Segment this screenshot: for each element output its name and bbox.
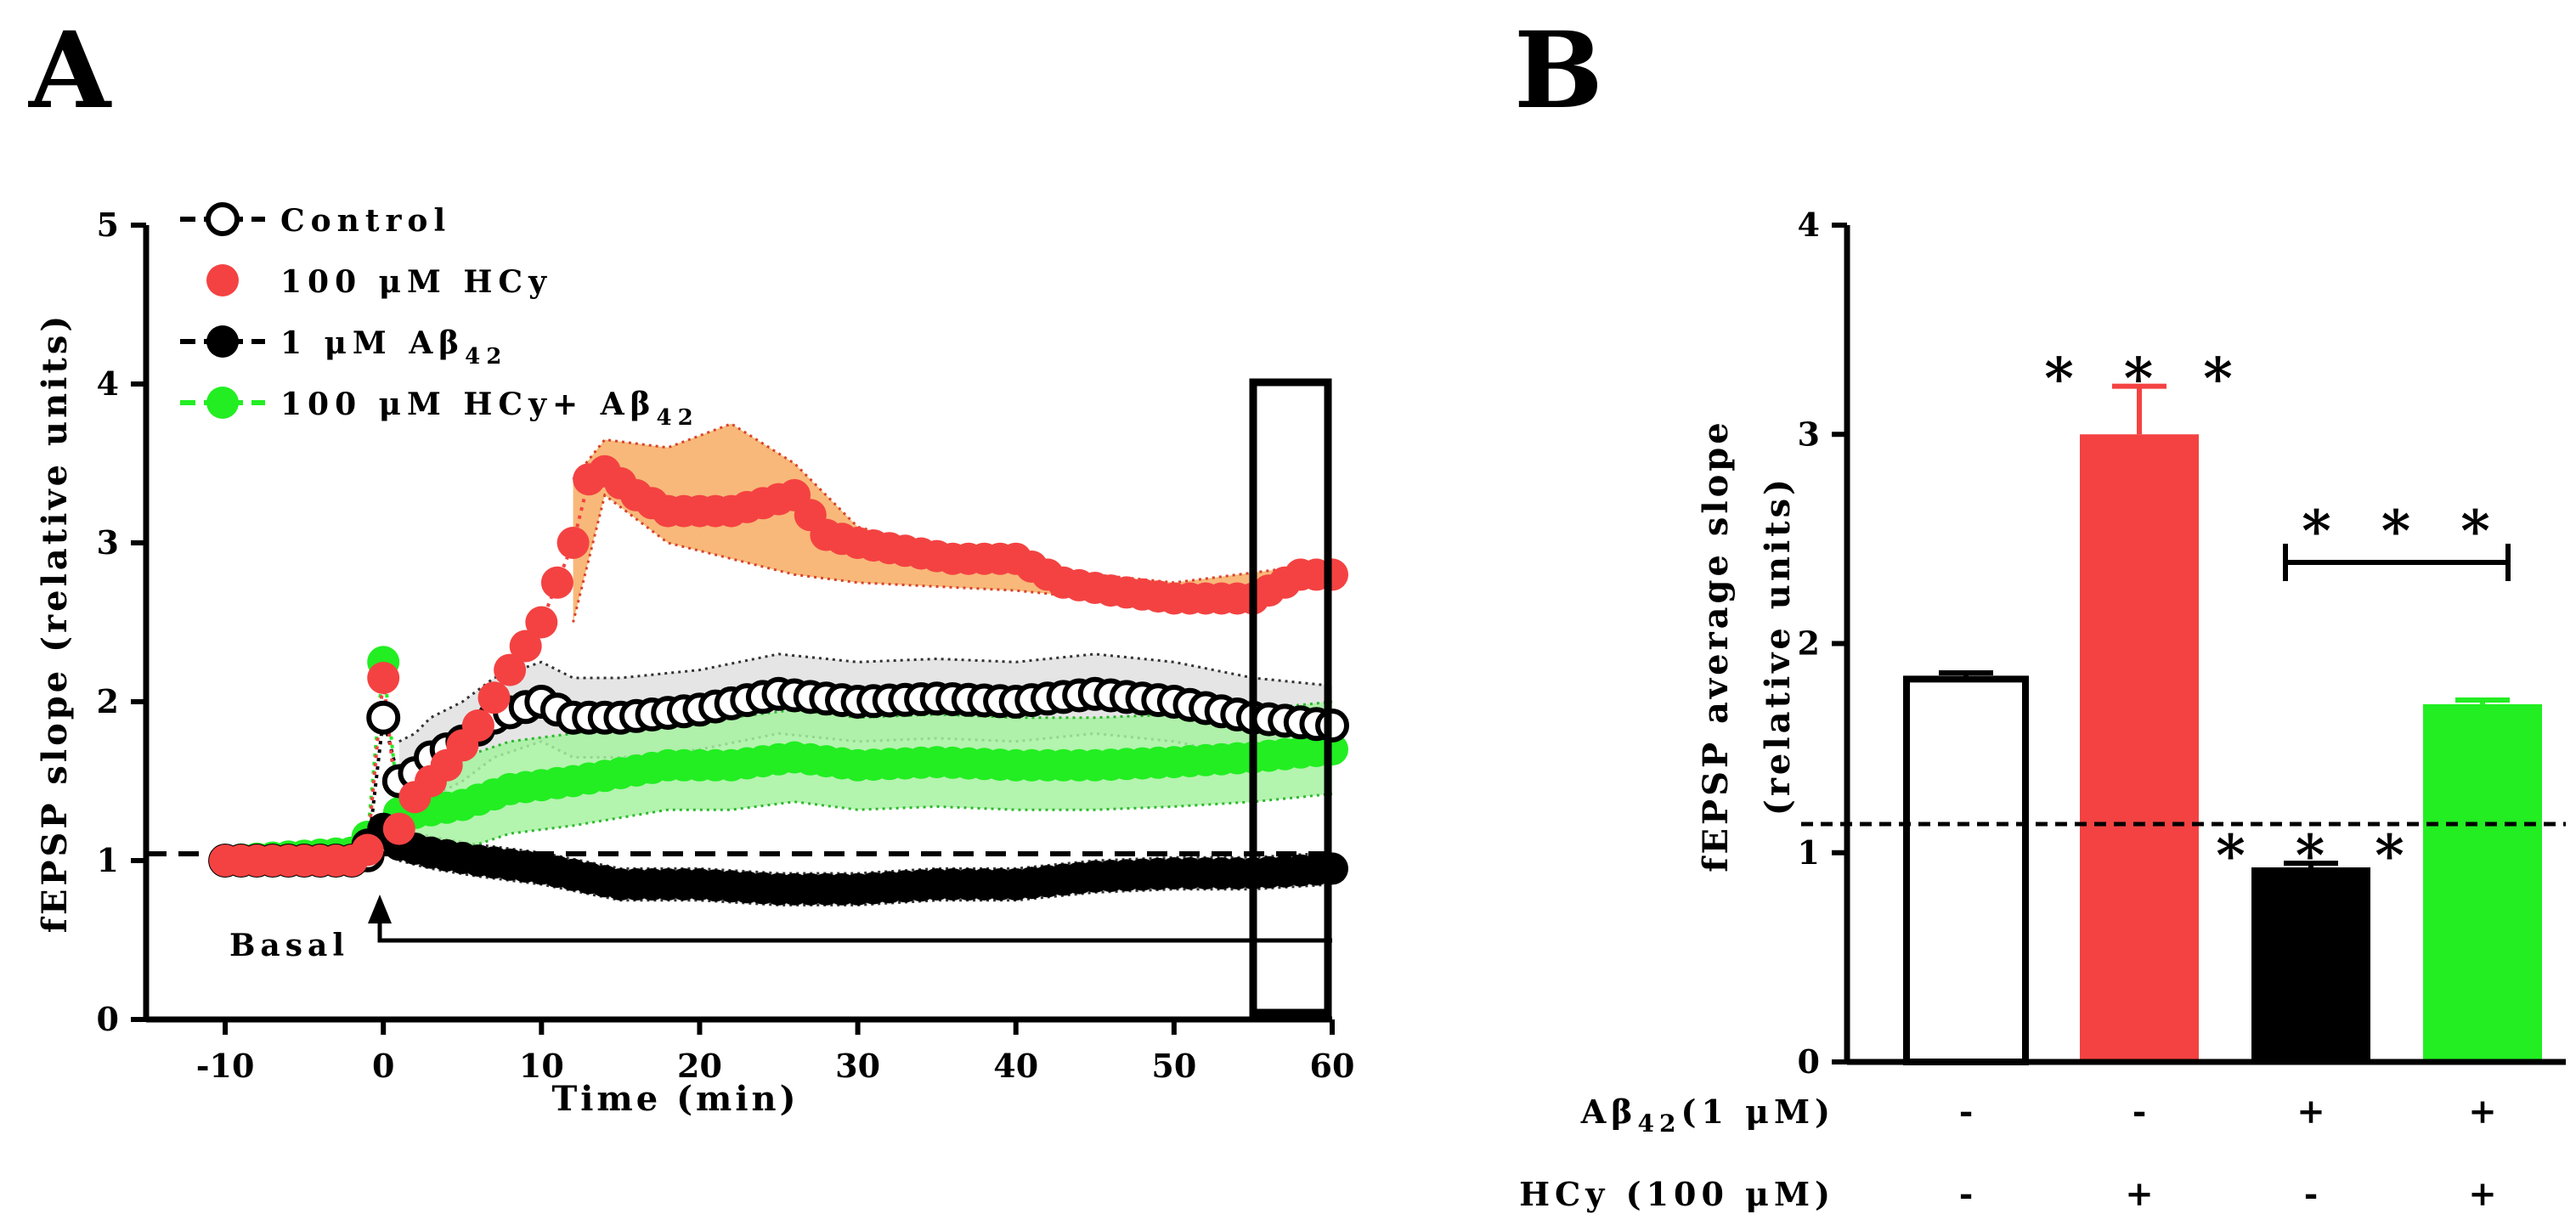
legend-label-control: Control [280,203,451,239]
data-point-hcy [556,527,590,559]
bar-axis-ticks: 0 1 2 3 4 [1798,206,1847,1081]
data-point-hcy [477,681,511,714]
basal-bracket [377,923,1332,943]
data-point-hcy [461,709,494,742]
legend-item-control: Control [180,202,451,239]
significance-stars: * * * [2044,346,2248,412]
condition-label-abeta: Aβ42(1 μM) [1580,1093,1835,1138]
significance-stars: * * * [2216,822,2420,889]
data-point-hcy [1316,558,1348,591]
series-points [208,455,1349,906]
legend-marker-abeta [206,325,239,358]
legend-item-abeta: 1 μM Aβ42 [180,325,507,370]
condition-label-hcy: HCy (100 μM) [1519,1175,1835,1213]
significance-markers: * * * * * * * * * [2044,346,2511,889]
bar-2 [2251,867,2370,1062]
error-bands [398,422,1333,906]
x-tick-label: 40 [993,1047,1038,1085]
data-point-hcy [382,812,415,845]
x-tick-label: 30 [835,1047,880,1085]
legend-label-combo: 100 μM HCy+ Aβ42 [280,387,699,431]
bar-y-tick-label: 0 [1798,1042,1820,1081]
condition-sign: - [1959,1174,1974,1214]
significance-stars: * * * [2302,498,2505,564]
condition-sign: - [1959,1092,1974,1132]
y-tick-label: 5 [97,206,119,244]
axis-ticks: -10 0 10 20 30 40 50 60 0 1 2 3 4 5 [97,206,1355,1085]
condition-sign: - [2133,1092,2147,1132]
panel-label-b: B [1514,9,1603,133]
condition-sign: + [2125,1174,2154,1214]
condition-signs: - - + + - + - + [1959,1092,2497,1214]
bar-3 [2423,703,2542,1062]
error-band-hcy [573,423,1301,623]
bar-y-tick-label: 1 [1798,833,1820,872]
average-slope-bar-chart: 0 1 2 3 4 fEPSP average slope (relative unit… [1519,206,2566,1214]
basal-label: Basal [229,928,349,963]
legend-marker-control [206,202,240,236]
y-tick-label: 1 [97,841,119,879]
data-point-control [1315,709,1349,743]
data-point-hcy [525,606,558,639]
error-band-lower-hcy [572,493,1301,623]
condition-table: Aβ42(1 μM) HCy (100 μM) - - + + - + - + [1519,1092,2497,1214]
x-axis-label: Time (min) [551,1079,799,1119]
condition-sign: + [2468,1174,2497,1214]
x-tick-label: 0 [372,1047,394,1085]
legend-label-hcy: 100 μM HCy [280,264,552,300]
basal-annotation: Basal [229,895,1332,963]
y-tick-label: 0 [97,1000,119,1038]
y-tick-label: 4 [97,364,119,403]
x-tick-label: 20 [677,1047,722,1085]
stimulus-arrow-head [368,895,392,923]
legend-marker-combo [206,387,239,419]
highlight-window-box [1249,378,1332,1017]
data-point-hcy [494,653,527,686]
legend-marker-hcy [206,264,239,296]
condition-sign: - [2304,1174,2319,1214]
bar-1 [2080,434,2199,1062]
legend-item-combo: 100 μM HCy+ Aβ42 [180,387,699,431]
bar-y-tick-label: 4 [1798,206,1820,244]
y-tick-label: 3 [97,523,119,562]
condition-sign: + [2468,1092,2497,1132]
x-tick-label: 50 [1151,1047,1196,1085]
y-axis-label: fEPSP slope (relative units) [35,313,75,934]
error-band-combo [398,702,1332,858]
bars [1903,383,2542,1065]
legend-label-abeta: 1 μM Aβ42 [280,325,507,370]
bar-y-axis-label-units: (relative units) [1758,476,1798,816]
data-point-hcy [367,662,400,694]
legend-item-hcy: 100 μM HCy [206,264,552,300]
legend: Control 100 μM HCy 1 μM Aβ42 100 μM HCy+… [180,202,699,431]
data-point-hcy [509,630,542,663]
bar-y-axis-label: fEPSP average slope [1696,419,1736,872]
error-band-lower-combo [398,793,1333,859]
y-tick-label: 2 [97,682,119,720]
data-point-control [366,700,401,735]
data-point-hcy [351,833,384,867]
panel-label-a: A [28,9,112,133]
x-tick-label: -10 [196,1047,255,1085]
bar-y-tick-label: 3 [1798,415,1820,453]
bar-y-tick-label: 2 [1798,624,1820,663]
data-point-abeta [1316,852,1348,885]
error-band-upper-hcy [572,422,1301,584]
bar-0 [1903,675,2029,1065]
condition-sign: + [2296,1092,2325,1132]
data-point-hcy [540,566,573,599]
x-tick-label: 60 [1310,1047,1355,1085]
x-tick-label: 10 [519,1047,564,1085]
